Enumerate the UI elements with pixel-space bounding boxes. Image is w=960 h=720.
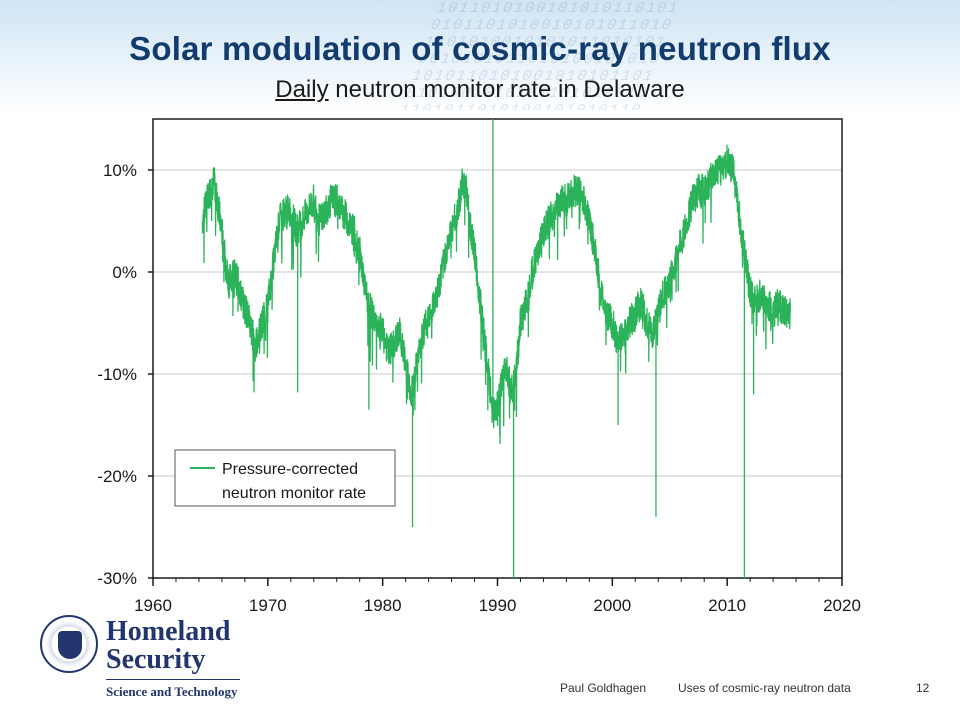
logo-divider — [106, 679, 240, 680]
subtitle-underlined-word: Daily — [275, 76, 329, 103]
x-tick-label-1: 1970 — [249, 596, 287, 615]
footer-page-number: 12 — [916, 681, 930, 695]
slide-title: Solar modulation of cosmic-ray neutron f… — [129, 30, 831, 67]
logo-line-3: Science and Technology — [106, 684, 238, 699]
series-line-neutron-rate — [201, 144, 791, 445]
footer-talk-title: Uses of cosmic-ray neutron data — [678, 681, 851, 695]
y-tick-label-4: -30% — [97, 569, 137, 588]
legend-label-line-1: neutron monitor rate — [222, 485, 366, 502]
legend-box — [174, 449, 396, 507]
x-tick-label-2: 1980 — [364, 596, 402, 615]
x-tick-label-5: 2010 — [708, 596, 746, 615]
dhs-seal-icon — [40, 615, 98, 673]
legend-label-line-0: Pressure-corrected — [222, 461, 358, 478]
dhs-logo: Homeland Security Science and Technology — [40, 615, 250, 705]
x-tick-label-6: 2020 — [823, 596, 861, 615]
x-tick-label-3: 1990 — [479, 596, 517, 615]
footer-author: Paul Goldhagen — [560, 681, 647, 695]
y-tick-label-2: -10% — [97, 365, 137, 384]
slide-subtitle: Daily neutron monitor rate in Delaware — [0, 76, 960, 104]
header-banner: 1011010100101010110101 01011010100101010… — [0, 0, 960, 110]
y-tick-label-1: 0% — [112, 263, 137, 282]
x-tick-label-4: 2000 — [593, 596, 631, 615]
y-tick-label-3: -20% — [97, 467, 137, 486]
x-tick-label-0: 1960 — [134, 596, 172, 615]
logo-line-1: Homeland — [106, 616, 231, 647]
subtitle-rest: neutron monitor rate in Delaware — [328, 76, 685, 103]
y-tick-label-0: 10% — [103, 161, 137, 180]
logo-line-2: Security — [106, 644, 206, 675]
